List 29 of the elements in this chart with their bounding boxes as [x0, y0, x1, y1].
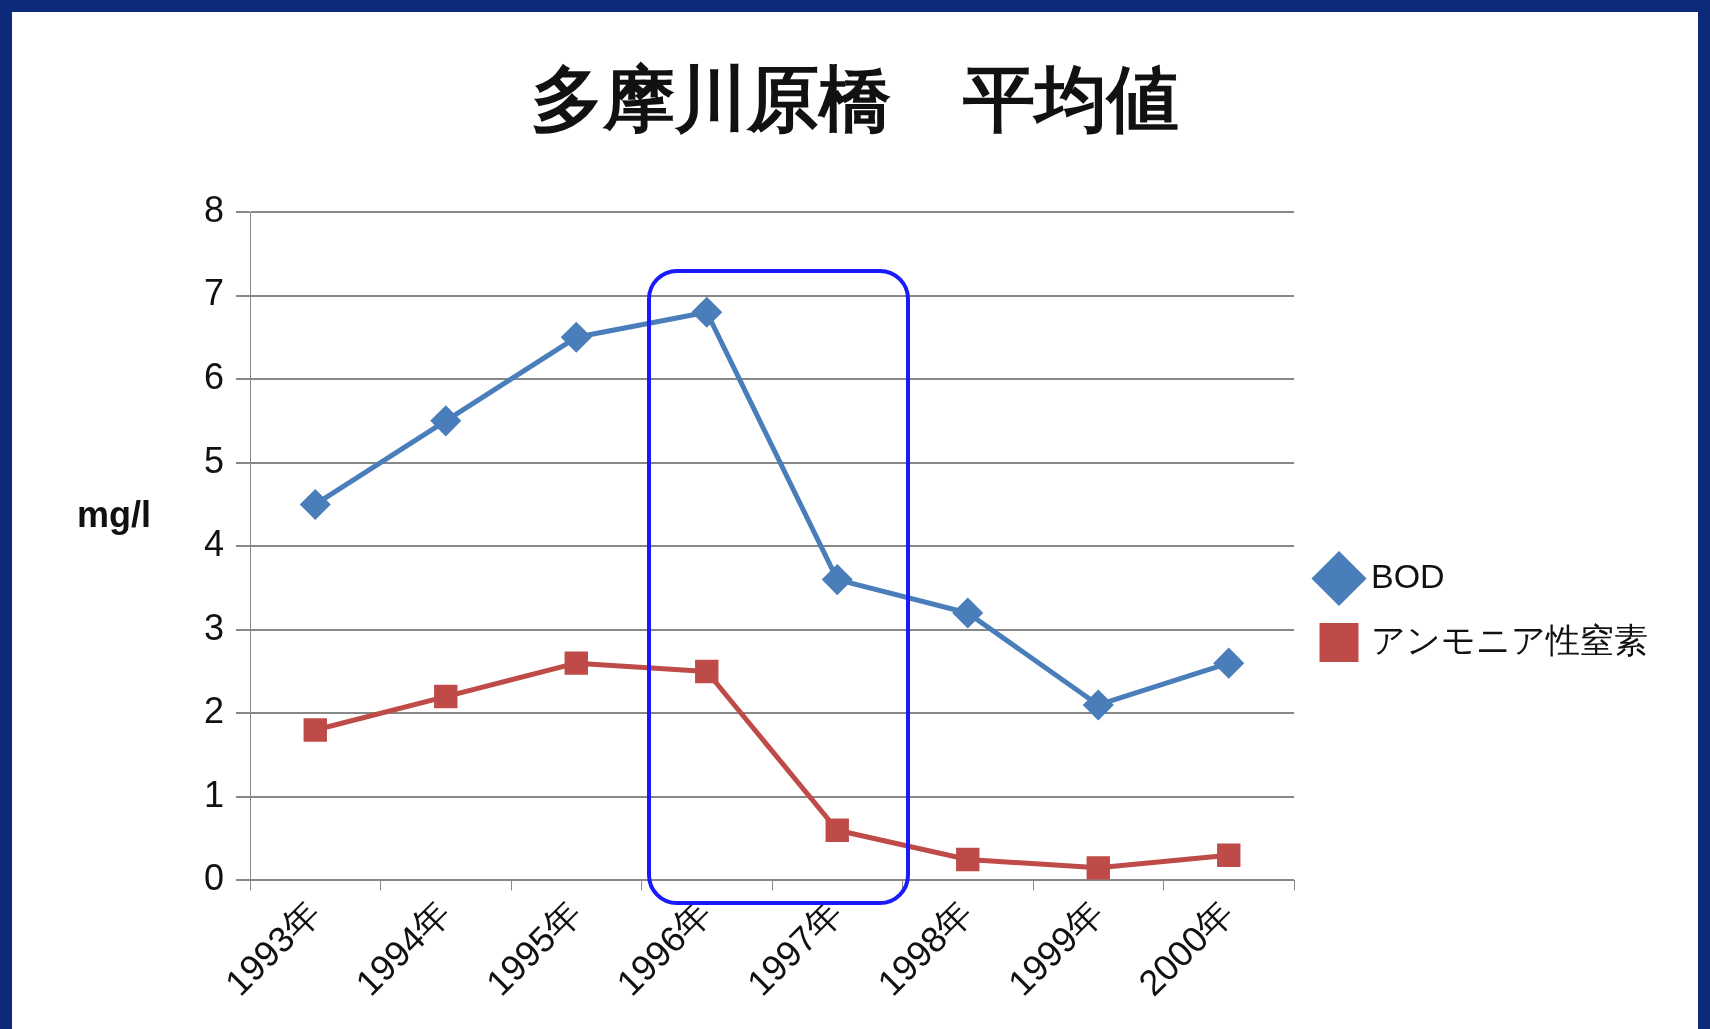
y-tick-label: 3 — [203, 606, 225, 648]
point — [1086, 856, 1110, 880]
point — [956, 847, 980, 872]
y-tick-label: 7 — [203, 272, 225, 314]
y-tick-label: 4 — [203, 523, 225, 565]
point — [561, 322, 591, 352]
y-tick-label: 6 — [203, 356, 225, 398]
point — [303, 718, 327, 742]
y-tick-label: 2 — [203, 690, 225, 732]
y-axis-title: mg/l — [77, 494, 152, 536]
point — [434, 684, 458, 709]
y-tick-label: 1 — [203, 773, 225, 815]
legend-label: アンモニア性窒素 — [1371, 620, 1648, 659]
point — [695, 659, 719, 684]
point — [1214, 648, 1244, 678]
point — [1083, 690, 1113, 720]
point — [564, 651, 588, 675]
y-tick-label: 0 — [203, 857, 225, 899]
point — [692, 297, 722, 327]
chart-title: 多摩川原橋 平均値 — [530, 56, 1180, 143]
point — [825, 818, 849, 842]
point — [431, 406, 461, 436]
point — [1217, 843, 1241, 867]
y-tick-label: 8 — [203, 188, 225, 230]
point — [953, 598, 983, 628]
y-tick-label: 5 — [203, 439, 225, 481]
point — [300, 489, 330, 519]
legend-label: BOD — [1371, 556, 1445, 595]
point — [822, 565, 852, 595]
